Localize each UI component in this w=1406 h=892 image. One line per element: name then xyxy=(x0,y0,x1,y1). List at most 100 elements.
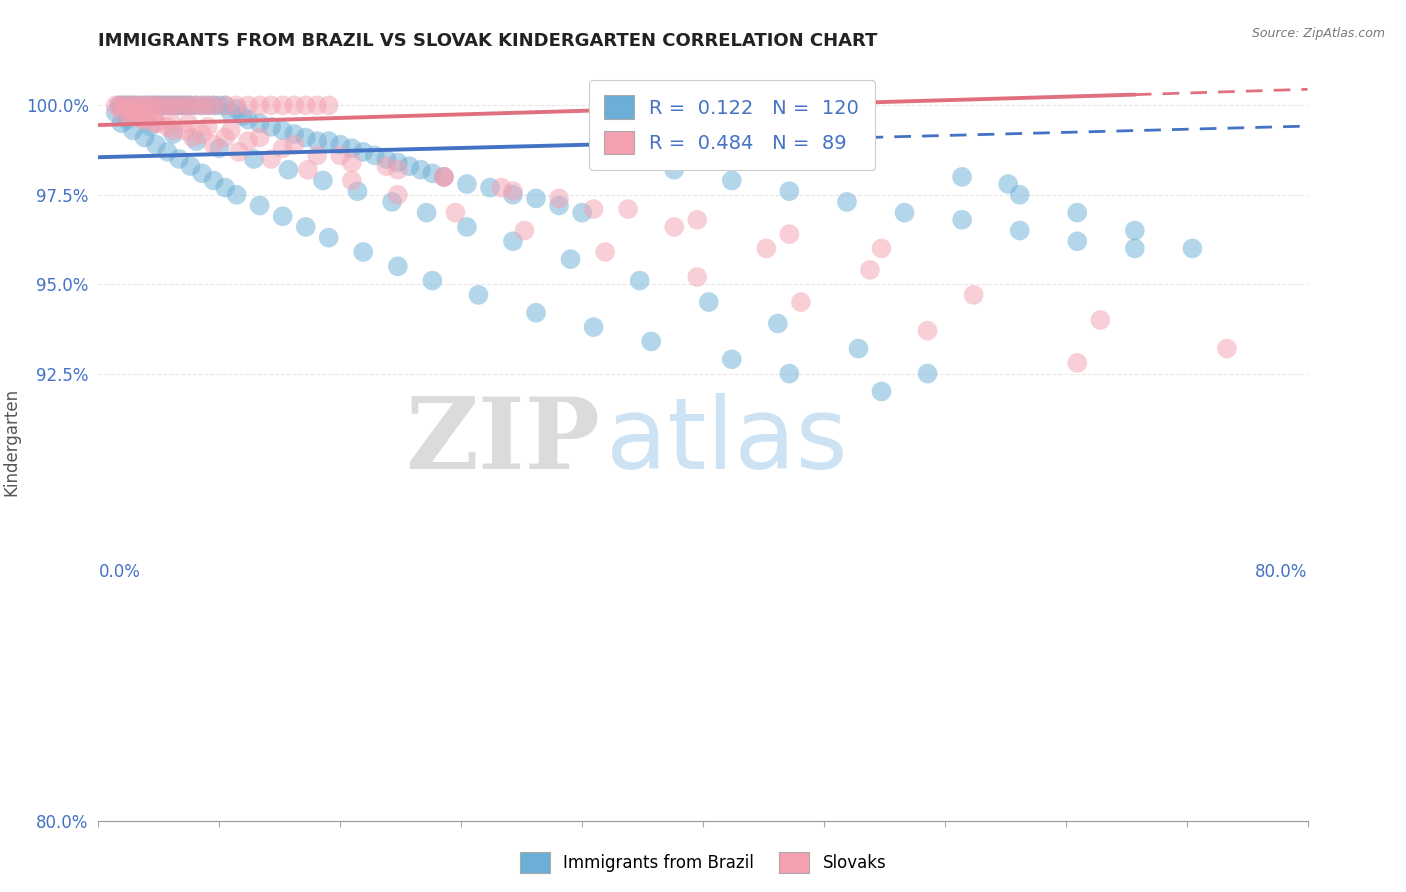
Point xyxy=(219,123,242,137)
Point xyxy=(778,227,800,241)
Point xyxy=(162,98,184,112)
Point xyxy=(214,98,236,112)
Point xyxy=(131,112,153,127)
Text: 0.0%: 0.0% xyxy=(98,563,141,582)
Point xyxy=(249,198,271,212)
Point xyxy=(120,98,142,112)
Point xyxy=(108,98,131,112)
Point xyxy=(962,288,984,302)
Point xyxy=(456,177,478,191)
Point xyxy=(364,148,387,162)
Point xyxy=(249,130,271,145)
Point xyxy=(1123,223,1146,237)
Point xyxy=(294,130,316,145)
Point xyxy=(142,109,165,123)
Point xyxy=(307,98,329,112)
Y-axis label: Kindergarten: Kindergarten xyxy=(3,387,21,496)
Point xyxy=(312,173,335,187)
Point xyxy=(318,98,340,112)
Point xyxy=(162,98,184,112)
Point xyxy=(167,98,190,112)
Point xyxy=(260,98,283,112)
Point xyxy=(236,134,259,148)
Point xyxy=(340,155,363,169)
Point xyxy=(720,173,742,187)
Point xyxy=(155,98,177,112)
Point xyxy=(491,180,513,194)
Text: ZIP: ZIP xyxy=(405,393,600,490)
Point xyxy=(134,98,156,112)
Point xyxy=(755,241,778,255)
Point xyxy=(122,123,145,137)
Point xyxy=(917,367,939,381)
Point xyxy=(950,169,973,184)
Point xyxy=(859,263,882,277)
Point xyxy=(1008,187,1031,202)
Point xyxy=(148,98,170,112)
Point xyxy=(340,173,363,187)
Point xyxy=(307,134,329,148)
Point xyxy=(142,98,165,112)
Point xyxy=(260,120,283,134)
Point xyxy=(329,137,352,152)
Point xyxy=(297,162,319,177)
Point xyxy=(180,98,202,112)
Point xyxy=(387,187,409,202)
Point xyxy=(329,148,352,162)
Point xyxy=(243,152,266,166)
Text: Source: ZipAtlas.com: Source: ZipAtlas.com xyxy=(1251,27,1385,40)
Point xyxy=(433,169,456,184)
Point xyxy=(686,270,709,285)
Point xyxy=(128,98,150,112)
Point xyxy=(135,98,157,112)
Point xyxy=(236,112,259,127)
Point xyxy=(191,127,214,141)
Point xyxy=(162,127,184,141)
Point xyxy=(104,98,127,112)
Point xyxy=(398,159,420,173)
Point xyxy=(422,274,444,288)
Point xyxy=(186,98,208,112)
Point xyxy=(778,184,800,198)
Point xyxy=(186,134,208,148)
Point xyxy=(177,98,200,112)
Point xyxy=(173,98,195,112)
Point xyxy=(156,120,179,134)
Point xyxy=(1066,356,1088,370)
Point xyxy=(197,98,219,112)
Point xyxy=(145,137,167,152)
Point xyxy=(197,120,219,134)
Point xyxy=(271,123,294,137)
Point xyxy=(294,219,316,234)
Point xyxy=(236,98,259,112)
Point xyxy=(138,109,160,123)
Point xyxy=(139,120,162,134)
Point xyxy=(283,127,305,141)
Point xyxy=(606,152,628,166)
Point xyxy=(202,173,225,187)
Point xyxy=(219,105,242,120)
Point xyxy=(141,98,163,112)
Point xyxy=(720,352,742,367)
Point xyxy=(593,244,616,259)
Point xyxy=(664,162,686,177)
Point xyxy=(571,205,593,219)
Point xyxy=(122,98,145,112)
Point xyxy=(766,317,789,331)
Point xyxy=(167,98,190,112)
Point xyxy=(524,191,547,205)
Point xyxy=(260,152,283,166)
Point xyxy=(387,155,409,169)
Point xyxy=(790,295,813,310)
Point xyxy=(117,98,139,112)
Point xyxy=(456,219,478,234)
Point xyxy=(387,260,409,274)
Point xyxy=(115,98,138,112)
Point xyxy=(202,137,225,152)
Point xyxy=(1066,234,1088,248)
Point xyxy=(231,109,253,123)
Point xyxy=(628,274,651,288)
Point xyxy=(870,241,893,255)
Point xyxy=(162,123,184,137)
Point xyxy=(124,105,146,120)
